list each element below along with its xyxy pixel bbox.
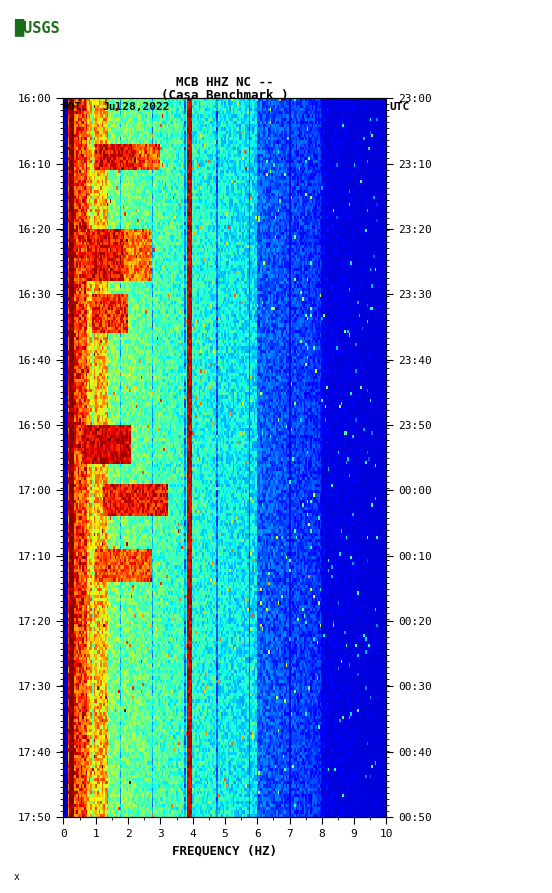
- Text: x: x: [14, 872, 20, 882]
- Text: (Casa Benchmark ): (Casa Benchmark ): [161, 88, 289, 102]
- X-axis label: FREQUENCY (HZ): FREQUENCY (HZ): [172, 845, 278, 857]
- Text: Jul28,2022: Jul28,2022: [102, 102, 169, 112]
- Text: MCB HHZ NC --: MCB HHZ NC --: [176, 76, 274, 89]
- Text: UTC: UTC: [389, 102, 410, 112]
- Text: PDT: PDT: [61, 102, 81, 112]
- Text: █USGS: █USGS: [14, 18, 60, 36]
